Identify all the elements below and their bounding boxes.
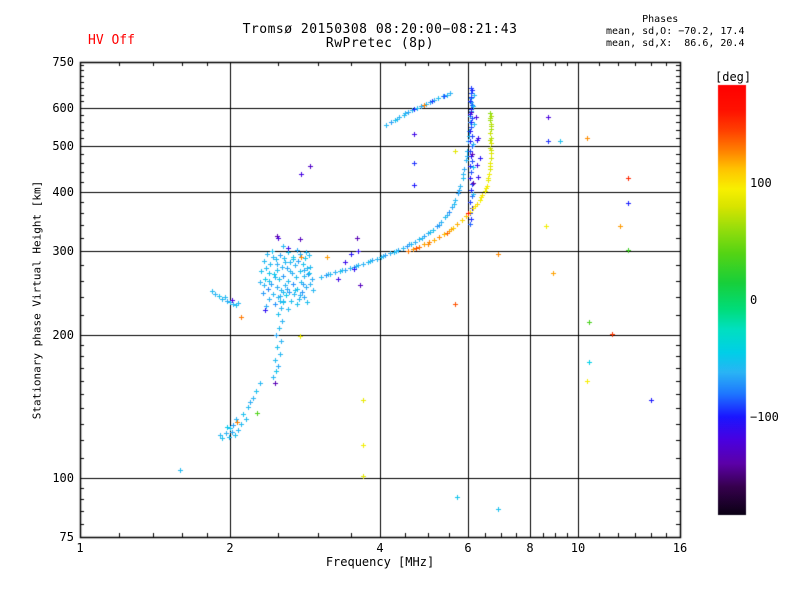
y-tick-label: 300 <box>52 244 74 258</box>
colorbar-tick-label: −100 <box>750 410 779 424</box>
y-tick-label: 200 <box>52 328 74 342</box>
y-tick-label: 600 <box>52 101 74 115</box>
colorbar-tick-label: 100 <box>750 176 772 190</box>
y-tick-label: 400 <box>52 185 74 199</box>
y-tick-label: 75 <box>59 530 74 544</box>
plot-title: Tromsø 20150308 08:20:00−08:21:43 <box>242 22 518 37</box>
y-tick-label: 100 <box>52 471 74 485</box>
x-tick-label: 16 <box>672 541 688 555</box>
colorbar-tick-label: 0 <box>750 293 758 307</box>
y-tick-label: 750 <box>52 55 74 69</box>
x-tick-label: 1 <box>76 541 84 555</box>
x-axis-title: Frequency [MHz] <box>325 555 435 569</box>
hv-status-label: HV Off <box>88 33 135 48</box>
phase-stats-block: Phases mean, sd,O: −70.2, 17.4 mean, sd,… <box>606 14 745 49</box>
x-tick-label: 4 <box>376 541 384 555</box>
x-tick-label: 10 <box>570 541 586 555</box>
x-tick-label: 2 <box>226 541 234 555</box>
plot-subtitle: RwPretec (8p) <box>325 36 435 51</box>
x-tick-label: 6 <box>464 541 472 555</box>
y-tick-label: 500 <box>52 139 74 153</box>
y-axis-title: Stationary phase Virtual Height [km] <box>30 180 44 420</box>
x-tick-label: 8 <box>526 541 534 555</box>
colorbar-unit-label: [deg] <box>715 70 752 84</box>
